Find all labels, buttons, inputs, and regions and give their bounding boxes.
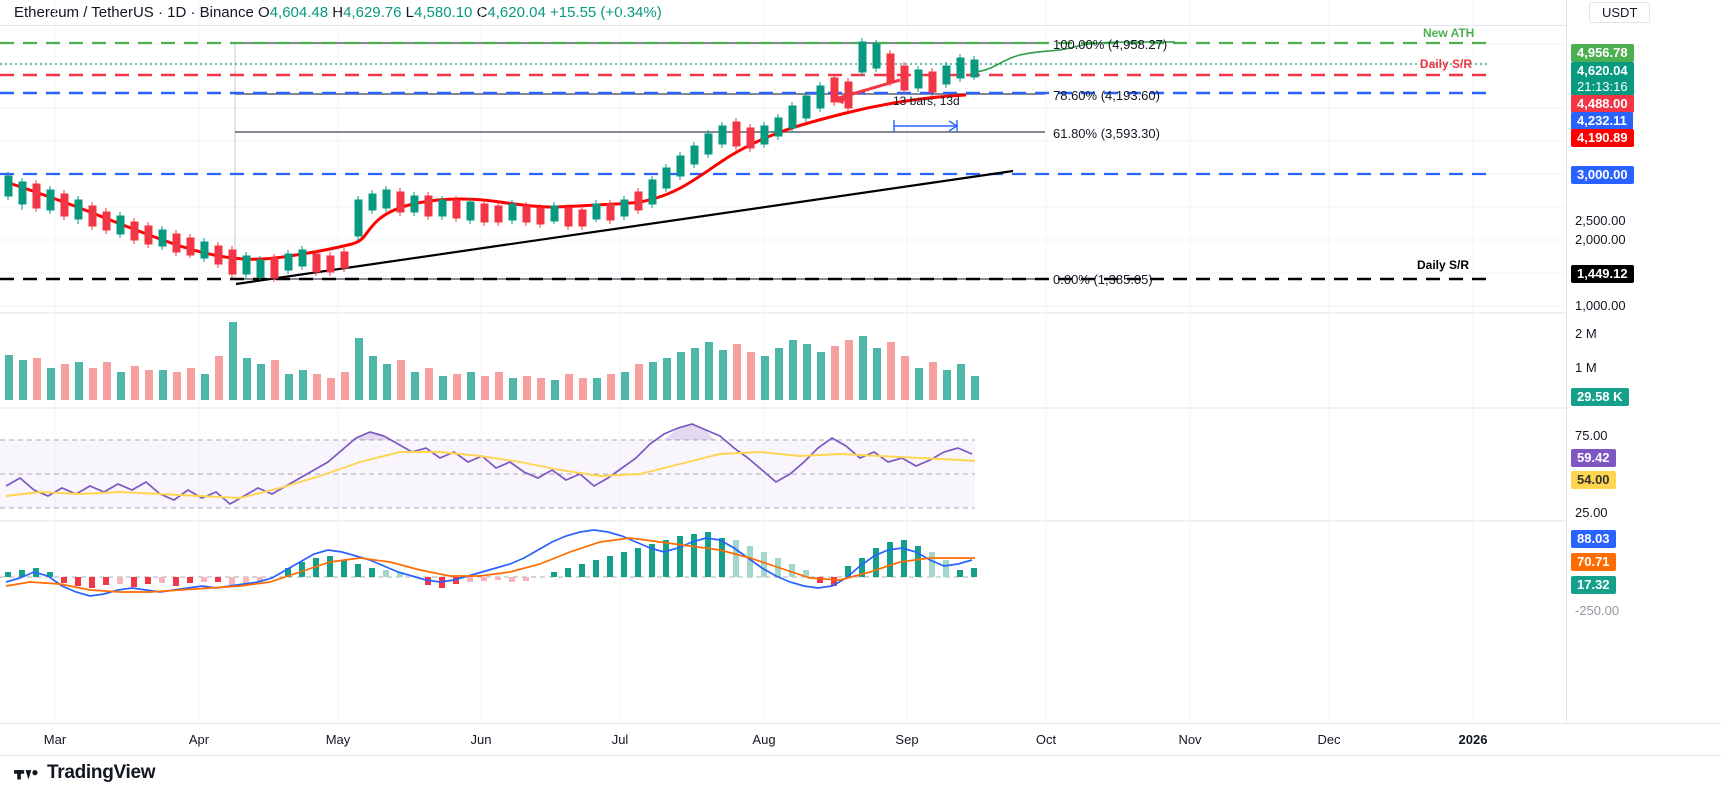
macd-line-tag[interactable]: 88.03 [1571, 530, 1616, 548]
chart-legend: Ethereum / TetherUS · 1D · Binance O4,60… [14, 4, 662, 22]
price-tick-2000: 2,000.00 [1575, 232, 1626, 247]
bar-measure-note: 13 bars, 13d [893, 94, 960, 108]
close-label: C [476, 4, 488, 21]
open-label: O [258, 4, 270, 21]
rsi-value-tag[interactable]: 59.42 [1571, 449, 1616, 467]
pane-separators [0, 312, 1566, 522]
rsi-band-lines [0, 439, 975, 509]
volume-tick-1m: 1 M [1575, 360, 1597, 375]
symbol-title[interactable]: Ethereum / TetherUS · 1D · Binance [14, 4, 254, 21]
time-label-nov: Nov [1178, 732, 1202, 747]
candlestick-series [4, 38, 979, 282]
low-label: L [405, 4, 414, 21]
time-label-apr: Apr [188, 732, 210, 747]
low-value: 4,580.10 [414, 4, 473, 21]
open-value: 4,604.48 [269, 4, 329, 21]
red-arrow-head [832, 95, 846, 104]
rsi-ma-tag[interactable]: 54.00 [1571, 471, 1616, 489]
countdown-tag: 21:13:16 [1571, 78, 1634, 96]
projection-path [974, 41, 1175, 73]
rsi-tick-25: 25.00 [1575, 505, 1608, 520]
macd-signal-line [5, 537, 975, 593]
change-value: +15.55 (+0.34%) [549, 4, 662, 21]
time-label-sep: Sep [895, 732, 919, 747]
rsi-ma-line [5, 451, 976, 499]
ascending-trendline [235, 169, 1014, 286]
daily-sr-note-red: Daily S/R [1420, 57, 1473, 71]
new-ath-note: New ATH [1423, 26, 1475, 40]
time-label-oct: Oct [1035, 732, 1057, 747]
close-value: 4,620.04 [487, 4, 546, 21]
measure-range [893, 120, 959, 132]
price-scale[interactable]: USDT 4,956.78 4,620.04 21:13:16 4,488.00… [1566, 0, 1721, 723]
time-label-may: May [325, 732, 351, 747]
tradingview-logo[interactable]: TradingView [14, 762, 156, 784]
new-ath-price-tag[interactable]: 4,956.78 [1571, 44, 1634, 62]
price-tick-1000: 1,000.00 [1575, 298, 1626, 313]
rsi-overbought-fill [352, 424, 714, 440]
time-scale[interactable]: Mar Apr May Jun Jul Aug Sep Oct Nov Dec … [0, 723, 1721, 755]
tradingview-wordmark: TradingView [47, 762, 156, 783]
volume-series [5, 322, 979, 400]
rsi-tick-75: 75.00 [1575, 428, 1608, 443]
chart-canvas[interactable] [0, 0, 1566, 723]
time-label-mar: Mar [43, 732, 67, 747]
time-label-jul: Jul [611, 732, 629, 747]
header-divider [0, 25, 1721, 26]
last-price-tag[interactable]: 4,620.04 [1571, 62, 1634, 80]
moving-average-line [5, 93, 967, 261]
macd-hist-tag[interactable]: 17.32 [1571, 576, 1616, 594]
volume-value-tag[interactable]: 29.58 K [1571, 388, 1629, 406]
currency-label[interactable]: USDT [1589, 2, 1651, 23]
fib-label-786: 78.60% (4,193.60) [1053, 88, 1160, 103]
macd-signal-tag[interactable]: 70.71 [1571, 553, 1616, 571]
time-label-aug: Aug [752, 732, 776, 747]
volume-tick-2m: 2 M [1575, 326, 1597, 341]
daily-sr-price-tag[interactable]: 1,449.12 [1571, 265, 1634, 283]
fib-label-0: 0.00% (1,385.05) [1053, 272, 1153, 287]
footer-bar: TradingView [0, 755, 1721, 785]
daily-sr-note-black: Daily S/R [1417, 258, 1470, 272]
blue-price-tag[interactable]: 4,232.11 [1571, 112, 1633, 130]
time-label-dec: Dec [1317, 732, 1341, 747]
alert-price-tag-2[interactable]: 4,190.89 [1571, 129, 1634, 147]
high-value: 4,629.76 [343, 4, 402, 21]
time-label-2026: 2026 [1458, 732, 1488, 747]
tradingview-mark-icon [14, 770, 38, 780]
fib-label-618: 61.80% (3,593.30) [1053, 126, 1160, 141]
macd-tick-bottom: -250.00 [1575, 603, 1620, 618]
alert-price-tag-1[interactable]: 4,488.00 [1571, 95, 1634, 113]
price-tick-2500: 2,500.00 [1575, 213, 1626, 228]
macd-line [5, 529, 973, 597]
time-label-jun: Jun [470, 732, 492, 747]
support-price-tag[interactable]: 3,000.00 [1571, 166, 1634, 184]
fib-label-100: 100.00% (4,958.27) [1053, 37, 1168, 52]
